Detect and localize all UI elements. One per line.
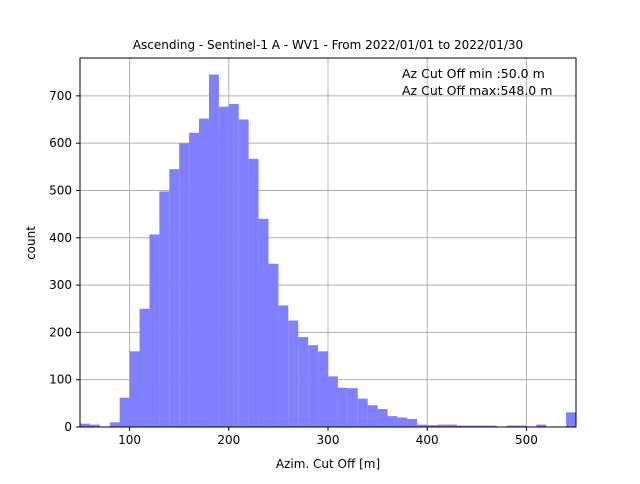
histogram-bar — [238, 119, 249, 427]
x-tick-label: 500 — [515, 433, 538, 447]
histogram-bar — [447, 424, 457, 427]
x-axis-label: Azim. Cut Off [m] — [276, 457, 380, 471]
histogram-bar — [169, 169, 180, 427]
histogram-bar — [387, 416, 398, 427]
y-tick-label: 400 — [49, 231, 72, 245]
chart-title: Ascending - Sentinel-1 A - WV1 - From 20… — [133, 38, 523, 52]
histogram-bars — [80, 74, 576, 428]
histogram-bar — [407, 418, 418, 427]
histogram-bar — [516, 425, 527, 427]
histogram-bar — [298, 337, 309, 427]
histogram-bar — [417, 424, 428, 427]
histogram-bar — [199, 118, 209, 428]
histogram-bar — [328, 376, 338, 427]
histogram-bar — [149, 234, 160, 427]
axis-ticks: 100 200 300 400 500 0 100 200 300 400 500 600 700 — [49, 89, 538, 447]
x-tick-label: 200 — [217, 433, 240, 447]
histogram-bar — [377, 409, 388, 427]
histogram-bar — [427, 425, 438, 427]
histogram-bar — [466, 425, 477, 427]
histogram-bar — [89, 424, 100, 427]
histogram-bar — [337, 387, 348, 427]
y-tick-label: 0 — [64, 420, 72, 434]
histogram-bar — [139, 308, 150, 427]
histogram-bar — [189, 132, 200, 427]
annotation-max: Az Cut Off max:548.0 m — [402, 83, 552, 98]
histogram-bar — [456, 425, 467, 427]
histogram-bar — [308, 345, 319, 427]
y-tick-label: 500 — [49, 183, 72, 197]
histogram-bar — [129, 351, 140, 427]
histogram-bar — [437, 424, 448, 427]
histogram-bar — [506, 425, 517, 427]
x-tick-label: 400 — [416, 433, 439, 447]
y-tick-label: 200 — [49, 325, 72, 339]
x-tick-label: 100 — [118, 433, 141, 447]
y-tick-label: 100 — [49, 373, 72, 387]
histogram-bar — [159, 191, 170, 427]
histogram-bar — [347, 388, 358, 427]
histogram-bar — [476, 425, 487, 427]
y-tick-label: 300 — [49, 278, 72, 292]
histogram-bar — [486, 425, 497, 427]
histogram-bar — [218, 106, 229, 427]
histogram-bar — [318, 351, 328, 427]
histogram-bar — [367, 405, 378, 427]
histogram-bar — [566, 412, 576, 427]
histogram-bar — [109, 422, 120, 427]
histogram-bar — [357, 398, 368, 427]
histogram-bar — [278, 305, 289, 427]
annotation-min: Az Cut Off min :50.0 m — [402, 66, 545, 81]
histogram-bar — [248, 158, 259, 427]
histogram-bar — [228, 103, 239, 427]
y-tick-label: 700 — [49, 89, 72, 103]
y-axis-label: count — [24, 226, 38, 260]
histogram-bar — [179, 143, 190, 427]
histogram-bar — [258, 218, 269, 427]
histogram-bar — [536, 424, 547, 427]
histogram-bar — [80, 423, 90, 427]
histogram-bar — [268, 263, 279, 427]
histogram-bar — [208, 74, 219, 428]
x-tick-label: 300 — [317, 433, 340, 447]
y-tick-label: 600 — [49, 136, 72, 150]
histogram-bar — [288, 320, 299, 427]
histogram-bar — [397, 417, 408, 427]
histogram-bar — [119, 397, 130, 427]
